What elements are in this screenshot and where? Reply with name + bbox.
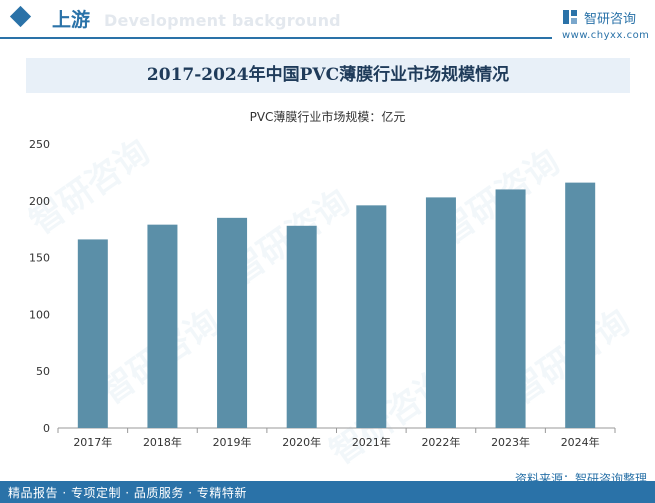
y-tick-label: 0 (43, 422, 50, 435)
header-divider (0, 37, 552, 39)
y-tick-label: 50 (36, 365, 50, 378)
y-tick-label: 100 (29, 308, 50, 321)
bar (77, 239, 108, 428)
bar (217, 217, 248, 428)
bar (286, 225, 317, 428)
header: Development background 上游 智研咨询 www.chyxx… (0, 0, 655, 41)
diamond-icon (9, 5, 32, 28)
x-tick-label: 2018年 (143, 435, 182, 449)
chart-title-bar: 2017-2024年中国PVC薄膜行业市场规模情况 (26, 58, 630, 93)
bar-chart: 0 50 100 150 200 250 2017年 2018年 2019年 2020年 2021年… (29, 138, 616, 449)
section-subtitle: Development background (104, 11, 341, 30)
bar (565, 182, 596, 428)
bar (356, 205, 387, 428)
y-axis-label: PVC薄膜行业市场规模：亿元 (249, 110, 406, 124)
footer-slogan: 精品报告 · 专项定制 · 品质服务 · 专精特新 (8, 486, 247, 500)
x-tick-label: 2020年 (282, 435, 321, 449)
x-tick-label: 2023年 (491, 435, 530, 449)
x-tick-label: 2017年 (73, 435, 112, 449)
section-title: 上游 (52, 9, 91, 31)
x-tick-label: 2022年 (421, 435, 460, 449)
footer-bar: 精品报告 · 专项定制 · 品质服务 · 专精特新 (0, 481, 655, 503)
x-tick-label: 2019年 (213, 435, 252, 449)
x-tick-label: 2021年 (352, 435, 391, 449)
logo-name: 智研咨询 (584, 12, 637, 27)
y-tick-label: 150 (29, 252, 50, 265)
y-tick-label: 250 (29, 138, 50, 151)
logo-url: www.chyxx.com (562, 30, 650, 41)
bar (147, 224, 178, 428)
y-tick-label: 200 (29, 195, 50, 208)
bar (495, 189, 526, 428)
chart-title: 2017-2024年中国PVC薄膜行业市场规模情况 (146, 65, 510, 85)
logo-icon (563, 10, 577, 24)
bar (425, 197, 456, 428)
x-tick-label: 2024年 (561, 435, 600, 449)
